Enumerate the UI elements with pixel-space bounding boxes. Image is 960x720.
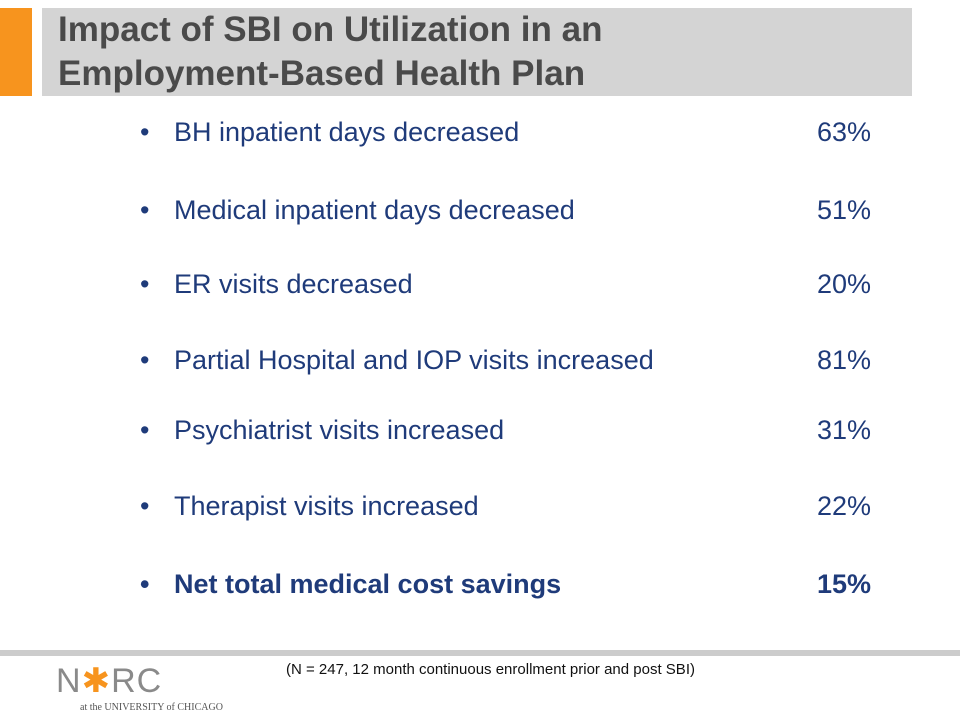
slide-title-line-2: Employment-Based Health Plan bbox=[58, 54, 586, 93]
bullet-item: • Medical inpatient days decreased 51% bbox=[140, 190, 900, 230]
bullet-value: 51% bbox=[817, 195, 872, 225]
bullet-label: Partial Hospital and IOP visits increase… bbox=[174, 345, 654, 375]
footer-divider bbox=[0, 650, 960, 656]
bullet-value: 22% bbox=[817, 491, 872, 521]
bullet-value: 20% bbox=[817, 269, 872, 299]
bullet-item: • Therapist visits increased 22% bbox=[140, 486, 900, 526]
bullet-marker: • bbox=[140, 415, 150, 445]
bullet-value: 81% bbox=[817, 345, 872, 375]
bullet-label: Medical inpatient days decreased bbox=[174, 195, 575, 225]
title-band bbox=[42, 8, 912, 96]
logo-star-icon: ✱ bbox=[81, 662, 112, 700]
logo-tagline: at the UNIVERSITY of CHICAGO bbox=[80, 702, 223, 713]
logo-letters-rc: RC bbox=[111, 662, 163, 700]
bullet-item: • Psychiatrist visits increased 31% bbox=[140, 410, 900, 450]
slide-title: Impact of SBI on Utilization in an Emplo… bbox=[58, 8, 908, 96]
bullet-item: • ER visits decreased 20% bbox=[140, 264, 900, 304]
logo-letter-n: N bbox=[56, 662, 82, 700]
bullet-marker: • bbox=[140, 195, 150, 225]
bullet-label: BH inpatient days decreased bbox=[174, 117, 520, 147]
bullet-marker: • bbox=[140, 269, 150, 299]
logo-wordmark: N✱RC bbox=[56, 664, 162, 698]
slide-title-line-1: Impact of SBI on Utilization in an bbox=[58, 10, 603, 49]
bullet-marker: • bbox=[140, 569, 150, 599]
bullet-item: • BH inpatient days decreased 63% bbox=[140, 112, 900, 152]
bullet-item-highlight: • Net total medical cost savings 15% bbox=[140, 564, 900, 604]
bullet-value: 63% bbox=[817, 117, 872, 147]
bullet-item: • Partial Hospital and IOP visits increa… bbox=[140, 340, 900, 380]
bullet-value: 15% bbox=[817, 569, 872, 599]
bullet-marker: • bbox=[140, 491, 150, 521]
bullet-label: ER visits decreased bbox=[174, 269, 413, 299]
bullet-label: Therapist visits increased bbox=[174, 491, 479, 521]
title-accent-bar bbox=[0, 8, 32, 96]
bullet-value: 31% bbox=[817, 415, 872, 445]
bullet-marker: • bbox=[140, 117, 150, 147]
bullet-label: Net total medical cost savings bbox=[174, 569, 562, 599]
norc-logo: N✱RC at the UNIVERSITY of CHICAGO bbox=[56, 664, 236, 716]
bullet-label: Psychiatrist visits increased bbox=[174, 415, 505, 445]
bullet-marker: • bbox=[140, 345, 150, 375]
footnote: (N = 247, 12 month continuous enrollment… bbox=[286, 661, 695, 678]
